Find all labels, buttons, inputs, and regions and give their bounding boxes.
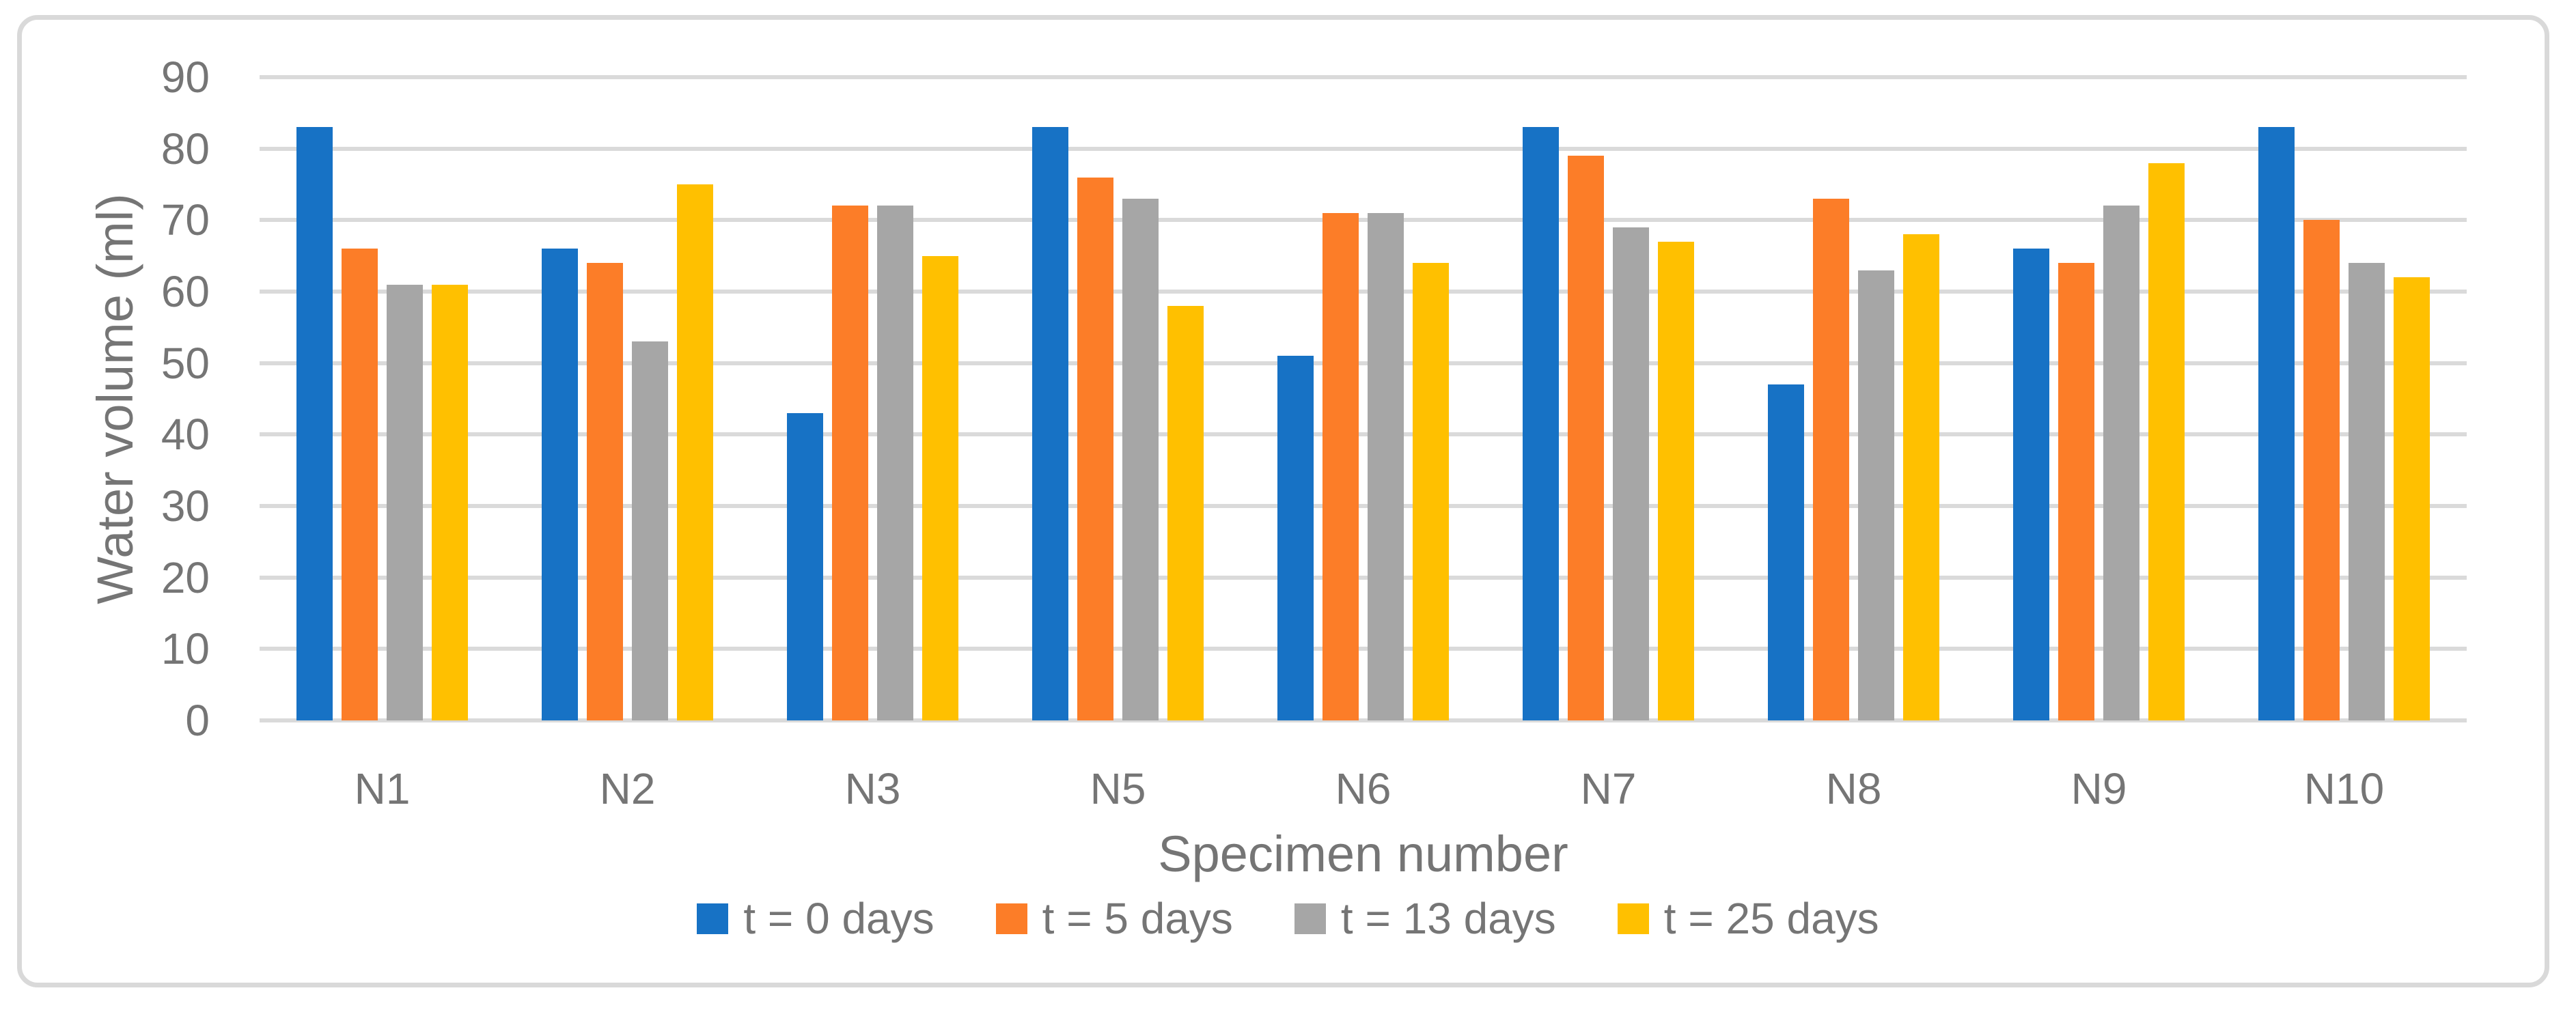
bar-N10-t=13days (2349, 263, 2385, 720)
bar-N9-t=13days (2103, 206, 2139, 720)
bar-N7-t=13days (1613, 227, 1649, 720)
bar-N8-t=5days (1813, 198, 1849, 720)
legend-swatch-icon (697, 903, 729, 934)
bar-N9-t=0days (2013, 249, 2049, 720)
x-tick-label-N9: N9 (2071, 764, 2127, 813)
x-tick-label-N1: N1 (354, 764, 411, 813)
bar-N1-t=25days (432, 284, 468, 720)
bar-N8-t=0days (1768, 384, 1804, 720)
bar-group-N8 (1731, 77, 1976, 720)
legend-label: t = 0 days (743, 894, 934, 943)
bar-group-N10 (2221, 77, 2467, 720)
x-tick-label-N10: N10 (2303, 764, 2385, 813)
legend-item-t=5days: t = 5 days (995, 893, 1233, 944)
legend-swatch-icon (1617, 903, 1649, 934)
bar-N5-t=5days (1077, 177, 1113, 720)
bar-N9-t=5days (2058, 263, 2094, 720)
bar-group-N7 (1486, 77, 1731, 720)
legend-label: t = 5 days (1042, 894, 1233, 943)
bar-N8-t=25days (1903, 234, 1939, 720)
bar-group-N6 (1241, 77, 1486, 720)
gridline-y40 (260, 432, 2467, 437)
x-tick-label-N3: N3 (844, 764, 901, 813)
y-tick-label-90: 90 (161, 53, 210, 102)
gridline-y0 (260, 718, 2467, 722)
bar-group-N2 (505, 77, 750, 720)
legend-item-t=25days: t = 25 days (1617, 893, 1879, 944)
legend-item-t=0days: t = 0 days (697, 893, 934, 944)
gridline-y20 (260, 575, 2467, 580)
legend-label: t = 25 days (1663, 894, 1879, 943)
bar-N5-t=25days (1167, 305, 1204, 720)
bar-N6-t=25days (1413, 263, 1449, 720)
bar-N2-t=13days (632, 341, 668, 720)
y-tick-label-20: 20 (161, 552, 210, 602)
bar-N8-t=13days (1858, 270, 1894, 720)
bar-N5-t=13days (1122, 198, 1159, 720)
bar-N3-t=0days (787, 412, 823, 720)
bar-group-N9 (1976, 77, 2221, 720)
x-tick-label-N6: N6 (1335, 764, 1391, 813)
y-tick-label-40: 40 (161, 410, 210, 460)
gridline-y60 (260, 290, 2467, 294)
bar-N7-t=25days (1658, 241, 1694, 720)
bar-N2-t=5days (587, 263, 623, 720)
bar-N1-t=0days (296, 127, 333, 720)
y-tick-label-70: 70 (161, 195, 210, 245)
bar-N3-t=25days (922, 255, 958, 720)
bar-N3-t=13days (877, 206, 913, 720)
x-tick-label-N5: N5 (1090, 764, 1146, 813)
bar-group-N1 (260, 77, 505, 720)
legend-swatch-icon (1294, 903, 1326, 934)
legend-swatch-icon (995, 903, 1027, 934)
y-tick-label-60: 60 (161, 267, 210, 316)
bar-N7-t=0days (1523, 127, 1559, 720)
bar-N9-t=25days (2148, 163, 2185, 720)
x-tick-label-N8: N8 (1825, 764, 1882, 813)
gridline-y80 (260, 146, 2467, 151)
bar-N5-t=0days (1032, 127, 1068, 720)
bar-N1-t=13days (387, 284, 423, 720)
gridline-y50 (260, 361, 2467, 365)
legend: t = 0 days t = 5 days t = 13 days t = 25 da… (0, 888, 2576, 949)
gridline-y10 (260, 647, 2467, 651)
gridline-y90 (260, 75, 2467, 79)
y-tick-label-10: 10 (161, 624, 210, 674)
bar-N6-t=5days (1322, 212, 1359, 720)
legend-item-t=13days: t = 13 days (1294, 893, 1556, 944)
bar-group-N3 (750, 77, 995, 720)
figure-border (17, 15, 2549, 987)
y-tick-label-50: 50 (161, 338, 210, 388)
bar-N3-t=5days (832, 206, 868, 720)
bar-N2-t=25days (677, 184, 713, 720)
y-tick-label-80: 80 (161, 124, 210, 173)
bar-N10-t=25days (2394, 277, 2430, 720)
bar-N1-t=5days (342, 249, 378, 720)
x-tick-label-N7: N7 (1580, 764, 1637, 813)
bar-N6-t=0days (1277, 356, 1314, 720)
bar-N6-t=13days (1368, 212, 1404, 720)
gridline-y30 (260, 504, 2467, 508)
x-tick-label-N2: N2 (599, 764, 656, 813)
x-axis-title: Specimen number (1158, 825, 1568, 882)
gridline-y70 (260, 218, 2467, 223)
bar-N10-t=5days (2303, 220, 2340, 720)
y-tick-label-30: 30 (161, 481, 210, 531)
bar-group-N5 (995, 77, 1241, 720)
plot-area (260, 75, 2467, 722)
bar-N10-t=0days (2258, 127, 2295, 720)
y-tick-label-0: 0 (185, 696, 210, 745)
bar-N7-t=5days (1568, 156, 1604, 720)
bar-N2-t=0days (542, 249, 578, 720)
legend-label: t = 13 days (1340, 894, 1556, 943)
